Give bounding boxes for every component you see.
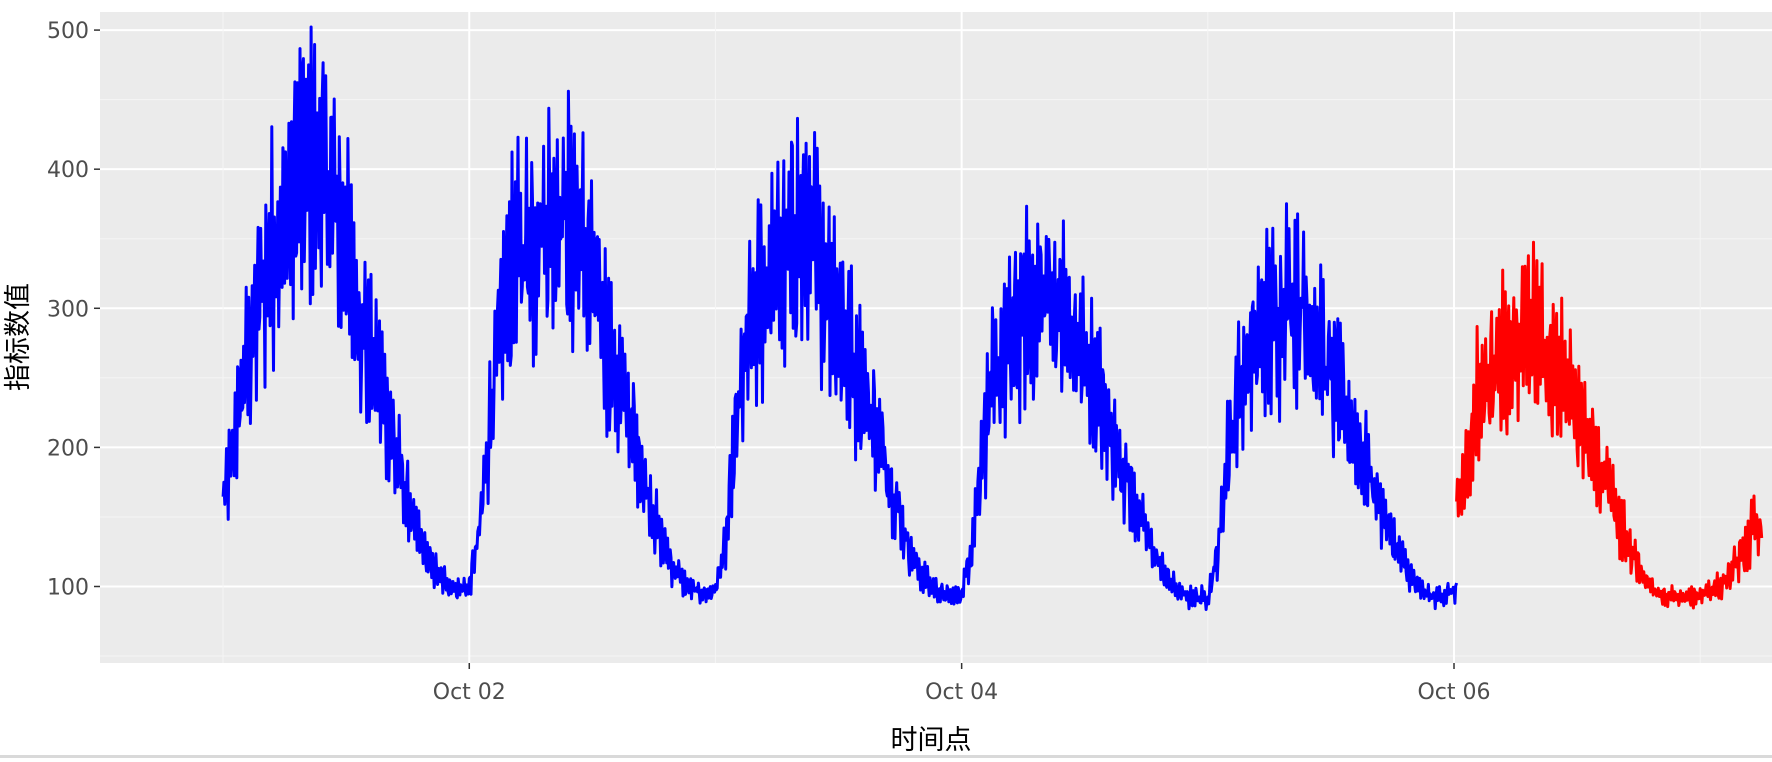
y-tick-label: 200 <box>47 436 89 461</box>
x-axis-title: 时间点 <box>891 725 972 756</box>
y-tick-label: 300 <box>47 297 89 322</box>
grid-layer <box>100 12 1772 663</box>
series-line-2 <box>1455 240 1764 610</box>
axis-layer: 100 200 300 400 500 Oct 02 Oct 04 Oct 06 <box>47 19 1491 705</box>
y-tick-label: 500 <box>47 19 89 44</box>
x-tick-label: Oct 06 <box>1417 680 1490 705</box>
series-line-1 <box>221 25 1459 611</box>
series-layer <box>221 25 1764 611</box>
y-axis-title: 指标数值 <box>3 283 34 391</box>
y-tick-label: 100 <box>47 575 89 600</box>
x-tick-label: Oct 04 <box>925 680 998 705</box>
x-tick-label: Oct 02 <box>433 680 506 705</box>
y-tick-label: 400 <box>47 158 89 183</box>
bottom-divider <box>0 755 1772 758</box>
